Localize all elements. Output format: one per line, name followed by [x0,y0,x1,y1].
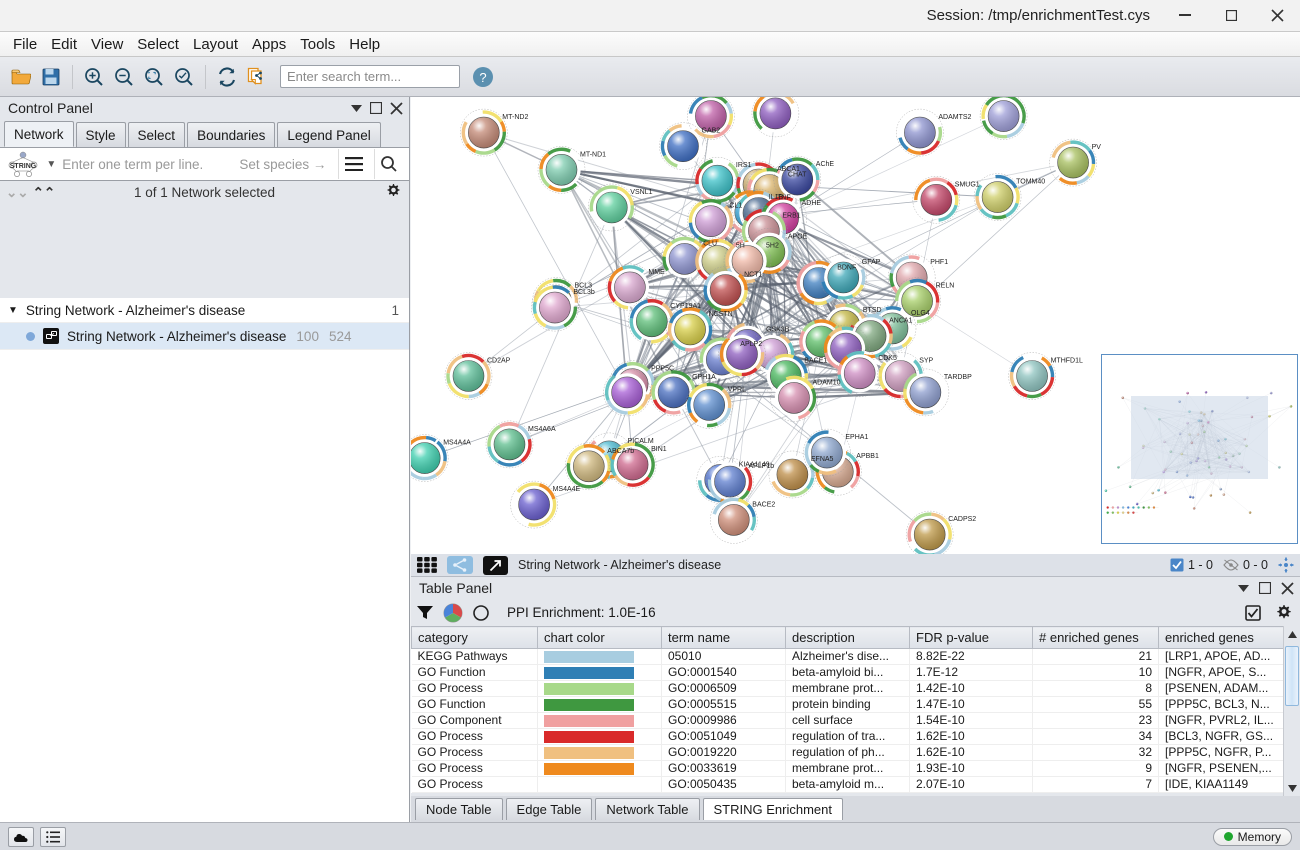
svg-text:MME: MME [648,269,665,276]
svg-text:5H2: 5H2 [766,243,779,250]
svg-text:EFNA5: EFNA5 [811,456,834,463]
svg-text:APBB1: APBB1 [856,453,879,460]
svg-text:TOMM40: TOMM40 [1016,179,1045,186]
svg-text:AChE: AChE [816,161,835,168]
svg-text:ADAMTS2: ADAMTS2 [938,114,971,121]
svg-text:NCT1: NCT1 [744,272,762,279]
svg-text:RELN: RELN [936,283,955,290]
svg-text:CHAT: CHAT [788,172,807,179]
svg-text:MS4A4A: MS4A4A [443,440,471,447]
svg-text:BACE1: BACE1 [804,358,827,365]
svg-text:CDK5: CDK5 [878,355,897,362]
svg-text:BCL3b: BCL3b [573,289,595,296]
svg-text:PHF1: PHF1 [930,259,948,266]
svg-text:CD2AP: CD2AP [487,358,511,365]
svg-text:EPHA1: EPHA1 [845,434,868,441]
svg-text:ABCA7b: ABCA7b [607,448,634,455]
svg-text:APLP1b: APLP1b [749,463,775,470]
svg-text:MT-ND2: MT-ND2 [502,114,528,121]
svg-text:SMUG1: SMUG1 [955,181,980,188]
svg-text:TARDBP: TARDBP [944,374,972,381]
svg-text:NCSTN: NCSTN [709,311,733,318]
svg-text:BACE2: BACE2 [752,501,775,508]
svg-text:5H: 5H [736,243,745,250]
svg-text:PPP5C: PPP5C [651,366,674,373]
svg-text:TNF: TNF [777,195,791,202]
svg-text:VSNL1: VSNL1 [630,189,652,196]
svg-text:STRING: STRING [10,163,37,170]
svg-text:CLU: CLU [703,240,717,247]
svg-text:GSK3B: GSK3B [766,326,790,333]
svg-text:CYP19A1: CYP19A1 [670,303,701,310]
svg-text:BIN1: BIN1 [651,446,667,453]
svg-text:ADHE: ADHE [802,200,822,207]
svg-text:IRS1: IRS1 [736,162,752,169]
svg-text:MTHFD1L: MTHFD1L [1051,358,1083,365]
svg-text:ERB1: ERB1 [782,213,800,220]
svg-text:GPH1A: GPH1A [692,374,716,381]
svg-text:?: ? [479,70,486,85]
svg-text:OLG4: OLG4 [911,310,930,317]
svg-text:CADPS2: CADPS2 [948,516,976,523]
svg-text:GAB2: GAB2 [702,128,721,135]
svg-text:PVRL2: PVRL2 [1092,144,1101,151]
svg-text:CL1: CL1 [729,203,742,210]
svg-text:GFAP: GFAP [862,259,881,266]
svg-text:APOE: APOE [788,233,808,240]
svg-text:BTSD: BTSD [863,307,882,314]
svg-text:ANCA1: ANCA1 [889,318,912,325]
svg-text:VPRL: VPRL [728,387,746,394]
svg-text:MT-ND1: MT-ND1 [580,151,606,158]
svg-text:APLP2: APLP2 [740,341,762,348]
svg-text:SYP: SYP [919,358,933,365]
svg-text:MS4A6A: MS4A6A [528,426,556,433]
svg-text:BDNF: BDNF [837,265,856,272]
svg-text:ADAM10: ADAM10 [813,379,841,386]
svg-text:PICALM: PICALM [628,438,654,445]
svg-text:MS4A4E: MS4A4E [553,486,581,493]
